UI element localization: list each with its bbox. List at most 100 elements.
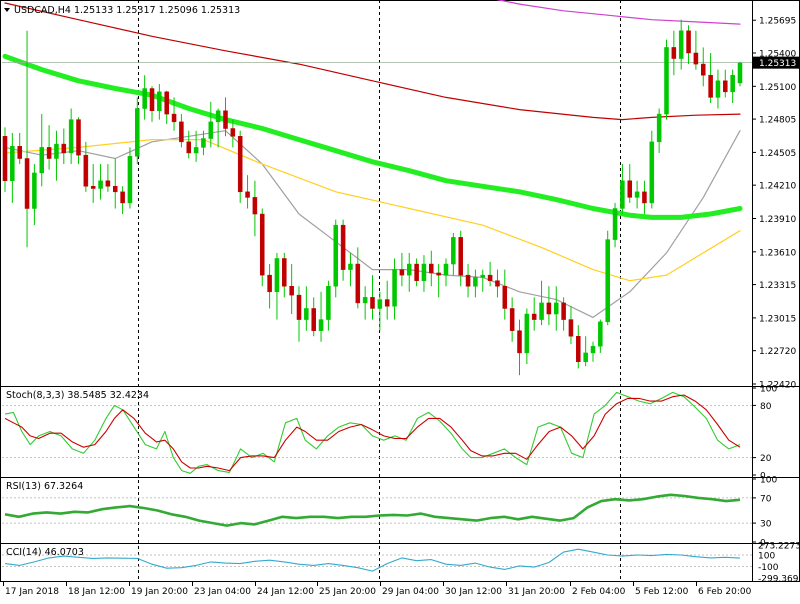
current-price-label: 1.25313 — [759, 59, 796, 69]
candle-body — [304, 308, 309, 320]
candle-body — [223, 110, 228, 129]
candle-body — [451, 237, 456, 265]
candle-body — [348, 263, 353, 270]
price-axis-label: 1.23610 — [759, 248, 796, 258]
candle-body — [10, 146, 15, 181]
candle-body — [237, 136, 243, 193]
ma-magenta-line — [496, 0, 741, 25]
candle-body — [105, 180, 111, 187]
candle-body — [311, 308, 316, 331]
candle-body — [598, 321, 603, 347]
candle-body — [700, 63, 706, 76]
cci-line — [4, 548, 741, 572]
candle-body — [620, 180, 625, 209]
time-axis-label: 31 Jan 20:00 — [508, 587, 565, 597]
stoch-axis-label: 20 — [760, 454, 772, 464]
stoch-signal-line — [4, 394, 741, 472]
price-axis-label: 1.24805 — [759, 116, 796, 126]
price-axis-label: 1.23015 — [759, 314, 796, 324]
candle-body — [678, 30, 684, 59]
candle-body — [384, 299, 390, 307]
candle-body — [458, 237, 463, 276]
cci-axis-label: 100 — [758, 551, 775, 561]
candle-body — [208, 121, 214, 139]
candle-body — [274, 258, 280, 293]
ma-green-line — [2, 53, 743, 220]
candle-body — [649, 141, 655, 204]
ma-yellow-line — [4, 139, 741, 282]
ma-fast-line — [4, 130, 741, 318]
candle-body — [215, 110, 221, 123]
candle-body — [32, 172, 37, 209]
price-axis-label: 1.24210 — [759, 182, 796, 192]
candle-body — [267, 274, 272, 293]
candle-body — [480, 274, 486, 278]
candle-body — [399, 269, 405, 276]
candle-body — [318, 319, 324, 331]
candle-body — [436, 272, 441, 276]
cci-title: CCI(14) 46.0703 — [6, 547, 84, 558]
candle-body — [723, 80, 728, 93]
price-axis-label: 1.24505 — [759, 149, 796, 159]
candle-body — [24, 158, 30, 209]
time-axis-label: 29 Jan 04:00 — [382, 587, 439, 597]
chart-title: USDCAD,H4 1.25133 1.25317 1.25096 1.2531… — [14, 5, 240, 16]
candle-body — [39, 147, 45, 174]
candle-body — [561, 302, 566, 320]
candle-body — [171, 113, 177, 123]
time-axis-label: 6 Feb 20:00 — [698, 587, 752, 597]
candle-body — [340, 224, 346, 270]
candle-body — [157, 91, 162, 111]
candle-body — [149, 88, 155, 111]
candle-body — [76, 119, 81, 156]
candle-body — [715, 80, 721, 98]
candle-body — [245, 191, 250, 198]
rsi-line — [4, 493, 741, 527]
time-axis-label: 18 Jan 12:00 — [68, 587, 125, 597]
price-axis-label: 1.25400 — [759, 49, 796, 59]
candle-body — [553, 302, 559, 315]
rsi-axis-label: 70 — [760, 494, 772, 504]
rsi-axis-label: 100 — [760, 476, 777, 486]
candle-body — [179, 121, 184, 143]
candle-body — [392, 269, 397, 307]
candle-body — [686, 30, 691, 54]
symbol-menu-icon — [4, 8, 10, 12]
candle-body — [120, 191, 125, 204]
candle-body — [54, 143, 59, 159]
candle-body — [642, 191, 647, 204]
candle-body — [164, 91, 169, 115]
candle-body — [186, 141, 192, 154]
candle-body — [495, 280, 500, 287]
candle-body — [135, 108, 140, 157]
candle-body — [370, 297, 375, 309]
candle-body — [656, 113, 662, 143]
candle-body — [443, 263, 449, 276]
candle-body — [627, 180, 633, 198]
candle-body — [83, 154, 89, 187]
candle-body — [546, 302, 552, 315]
stoch-axis-label: 80 — [760, 402, 772, 412]
candle-body — [531, 313, 537, 320]
time-axis-label: 5 Feb 12:00 — [635, 587, 689, 597]
candle-body — [524, 313, 530, 354]
candle-body — [61, 143, 67, 154]
cci-axis-label: -100 — [758, 563, 779, 573]
candle-body — [296, 294, 302, 320]
candle-body — [502, 286, 508, 309]
cci-axis-label: 273.2273 — [758, 542, 800, 552]
candle-body — [487, 274, 493, 281]
stoch-axis-label: 100 — [760, 385, 777, 395]
candle-body — [98, 180, 103, 189]
time-axis-label: 30 Jan 12:00 — [445, 587, 502, 597]
candle-body — [282, 258, 287, 287]
candle-body — [737, 62, 743, 84]
time-axis-label: 25 Jan 20:00 — [319, 587, 376, 597]
candle-body — [17, 146, 22, 159]
candle-body — [127, 156, 133, 204]
candle-body — [517, 330, 522, 354]
candle-body — [590, 345, 596, 354]
candle-body — [465, 274, 471, 287]
